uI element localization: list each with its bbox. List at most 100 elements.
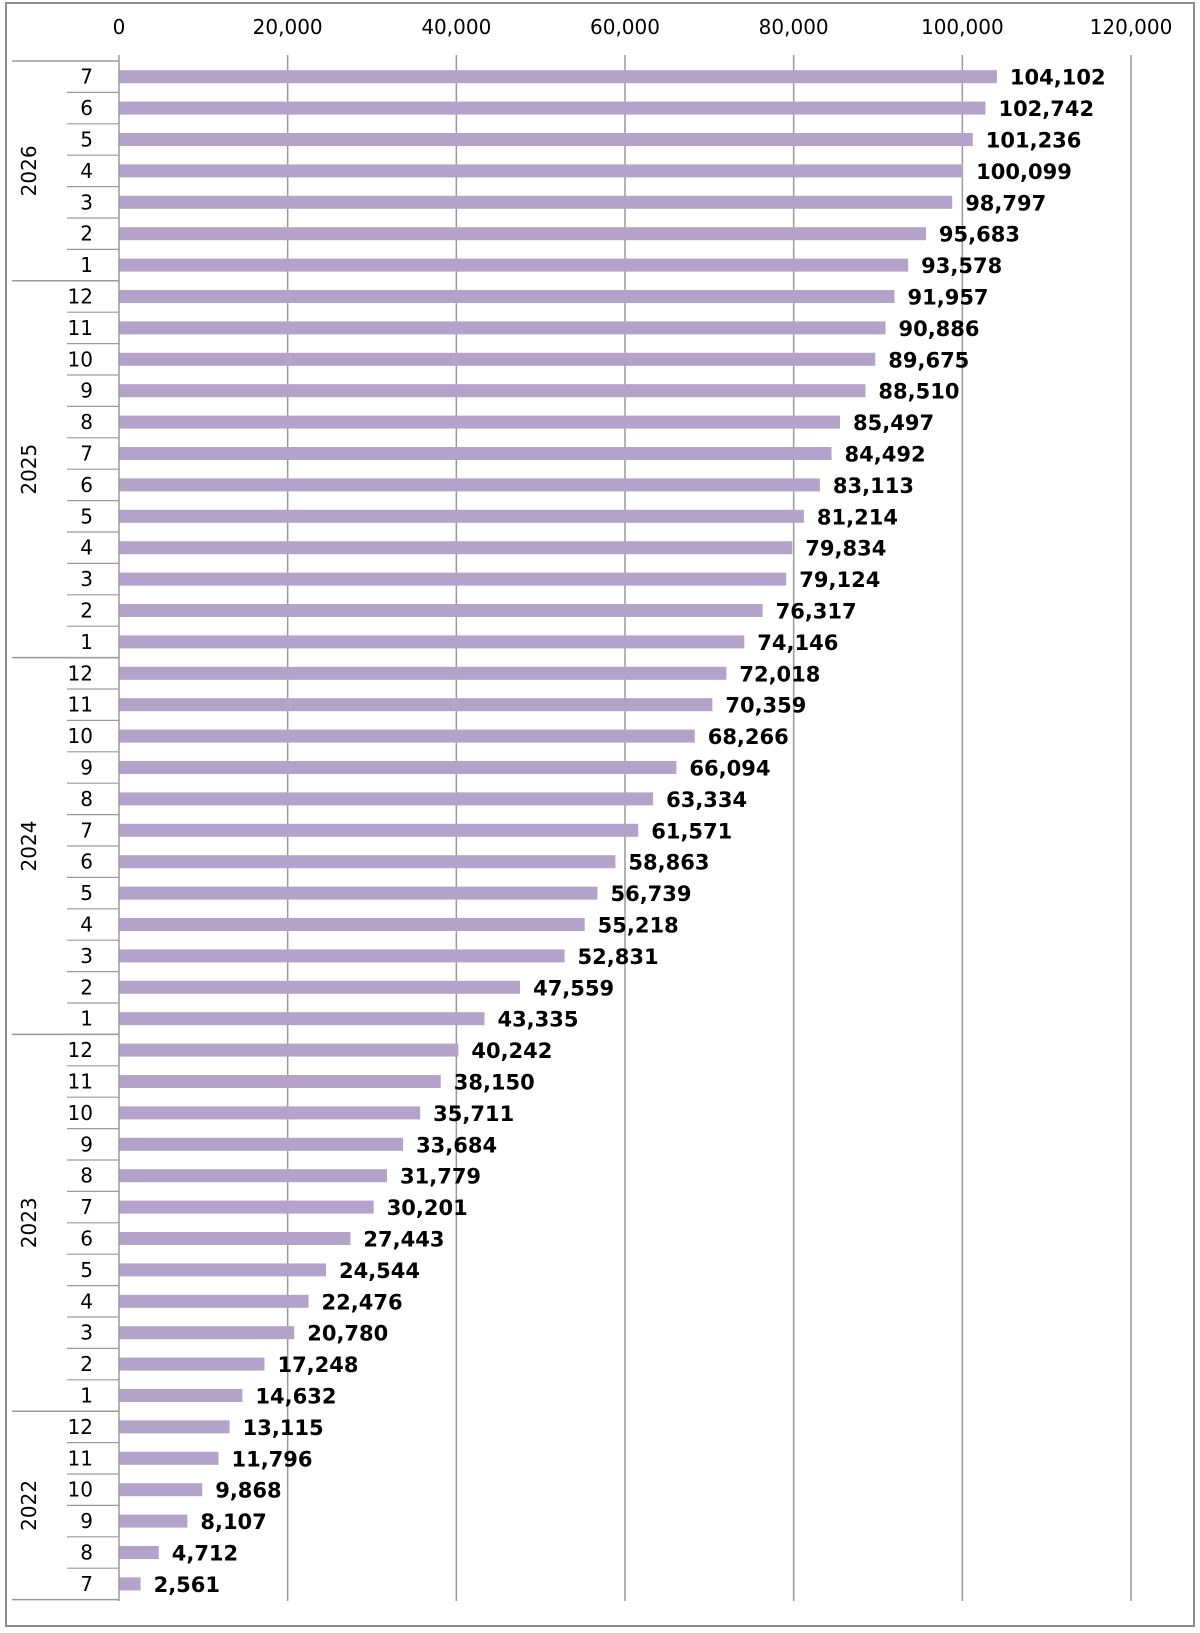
data-label: 17,248 xyxy=(277,1353,358,1377)
data-label: 35,711 xyxy=(433,1102,514,1126)
data-label: 66,094 xyxy=(689,757,770,781)
x-tick-label: 60,000 xyxy=(590,15,660,39)
data-label: 70,359 xyxy=(725,694,806,718)
bar xyxy=(119,70,997,84)
data-label: 22,476 xyxy=(322,1290,403,1314)
x-tick-label: 0 xyxy=(113,15,126,39)
data-label: 43,335 xyxy=(497,1008,578,1032)
month-label: 3 xyxy=(80,1321,93,1345)
x-tick-label: 120,000 xyxy=(1090,15,1173,39)
month-label: 9 xyxy=(80,1509,93,1533)
month-label: 5 xyxy=(80,128,93,152)
data-label: 58,863 xyxy=(628,851,709,875)
bar xyxy=(119,227,926,241)
data-label: 2,561 xyxy=(154,1573,220,1597)
gridlines xyxy=(286,61,1132,1601)
month-label: 3 xyxy=(80,190,93,214)
month-label: 4 xyxy=(80,913,93,937)
data-label: 47,559 xyxy=(533,976,614,1000)
month-label: 12 xyxy=(68,661,93,685)
month-label: 4 xyxy=(80,159,93,183)
data-label: 4,712 xyxy=(172,1542,238,1566)
data-label: 85,497 xyxy=(853,411,934,435)
bar xyxy=(119,509,804,523)
month-label: 3 xyxy=(80,944,93,968)
bar xyxy=(119,258,909,272)
bar xyxy=(119,447,832,460)
bar xyxy=(119,855,616,869)
month-label: 10 xyxy=(68,1101,93,1125)
data-label: 24,544 xyxy=(339,1259,420,1283)
month-label: 7 xyxy=(80,1195,93,1219)
month-label: 11 xyxy=(68,1070,93,1094)
bar xyxy=(119,918,585,931)
bar xyxy=(119,133,973,146)
data-label: 98,797 xyxy=(965,191,1046,215)
month-label: 7 xyxy=(80,65,93,89)
data-label: 84,492 xyxy=(845,443,926,467)
data-label: 79,834 xyxy=(805,537,886,561)
month-label: 10 xyxy=(68,347,93,371)
month-label: 6 xyxy=(80,96,93,120)
data-label: 90,886 xyxy=(898,317,979,341)
year-label: 2022 xyxy=(17,1480,41,1531)
data-label: 61,571 xyxy=(651,819,732,843)
month-label: 7 xyxy=(80,1572,93,1596)
month-label: 1 xyxy=(80,1007,93,1031)
bar xyxy=(119,1169,388,1183)
data-label: 33,684 xyxy=(416,1133,497,1157)
month-label: 4 xyxy=(80,536,93,560)
data-label: 100,099 xyxy=(976,160,1072,184)
month-label: 9 xyxy=(80,1132,93,1156)
bar xyxy=(119,1577,141,1591)
bar xyxy=(119,823,639,837)
month-label: 11 xyxy=(68,316,93,340)
x-tick-label: 80,000 xyxy=(759,15,829,39)
month-label: 9 xyxy=(80,379,93,403)
axes: 0 20,000 40,000 60,000 80,000 100,000 120,000 7… xyxy=(12,15,1172,1601)
bar xyxy=(119,1106,421,1120)
bar xyxy=(119,1389,243,1402)
month-label: 12 xyxy=(68,285,93,309)
x-tick-label: 40,000 xyxy=(421,15,491,39)
data-label: 9,868 xyxy=(215,1479,281,1503)
month-label: 8 xyxy=(80,1541,93,1565)
month-label: 5 xyxy=(80,881,93,905)
bar xyxy=(119,1232,351,1245)
data-label: 101,236 xyxy=(986,129,1082,153)
data-label: 74,146 xyxy=(757,631,838,655)
bar xyxy=(119,1451,219,1465)
bar xyxy=(119,1263,326,1277)
month-label: 7 xyxy=(80,818,93,842)
month-label: 6 xyxy=(80,473,93,497)
month-label: 1 xyxy=(80,253,93,277)
bar xyxy=(119,604,763,617)
bar xyxy=(119,1075,441,1088)
data-label: 38,150 xyxy=(454,1071,535,1095)
month-label: 4 xyxy=(80,1289,93,1313)
month-label: 10 xyxy=(68,1478,93,1502)
bar xyxy=(119,1546,159,1559)
bar xyxy=(119,195,953,209)
bar xyxy=(119,352,876,366)
data-label: 91,957 xyxy=(908,286,989,310)
month-label: 1 xyxy=(80,630,93,654)
month-label: 5 xyxy=(80,504,93,528)
month-label: 8 xyxy=(80,787,93,811)
data-label: 68,266 xyxy=(708,725,789,749)
month-label: 9 xyxy=(80,756,93,780)
bar xyxy=(119,572,787,586)
data-label: 72,018 xyxy=(739,662,820,686)
bar xyxy=(119,1420,230,1434)
data-label: 63,334 xyxy=(666,788,747,812)
data-label: 104,102 xyxy=(1010,66,1106,90)
month-label: 6 xyxy=(80,850,93,874)
month-label: 11 xyxy=(68,1446,93,1470)
month-label: 5 xyxy=(80,1258,93,1282)
bar xyxy=(119,1137,404,1151)
bar xyxy=(119,164,964,178)
month-label: 6 xyxy=(80,1227,93,1251)
bar xyxy=(119,635,745,649)
data-label: 31,779 xyxy=(400,1165,481,1189)
value-labels: 104,102 102,742 101,236 100,099 98,797 95,683… xyxy=(154,66,1106,1597)
